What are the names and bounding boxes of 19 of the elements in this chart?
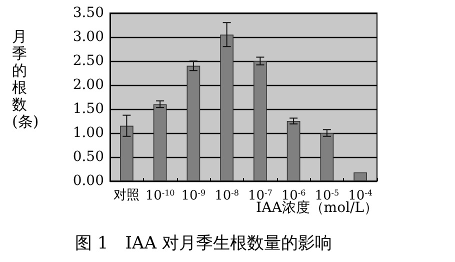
bar [286, 121, 300, 181]
bar [120, 126, 134, 181]
bar [354, 172, 367, 181]
bar [254, 61, 267, 181]
bar [153, 104, 167, 181]
y-tick-label: 3.50 [72, 5, 104, 21]
bar [186, 66, 200, 181]
y-axis-title: 月季的根数(条) [12, 28, 39, 130]
y-tick-label: 2.00 [72, 77, 104, 93]
y-tick-label: 0.50 [72, 149, 104, 165]
y-tick-label: 0.00 [72, 173, 104, 189]
y-tick-label: 1.00 [72, 125, 104, 141]
y-tick-label: 2.50 [72, 53, 104, 69]
y-tick-label: 3.00 [72, 29, 104, 45]
x-tick-label: 对照 [114, 188, 140, 203]
y-tick-label: 1.50 [72, 101, 104, 117]
text: 图 1 IAA 对月季生根数量的影响 [75, 234, 332, 254]
bar [220, 34, 234, 181]
bar [320, 133, 334, 181]
